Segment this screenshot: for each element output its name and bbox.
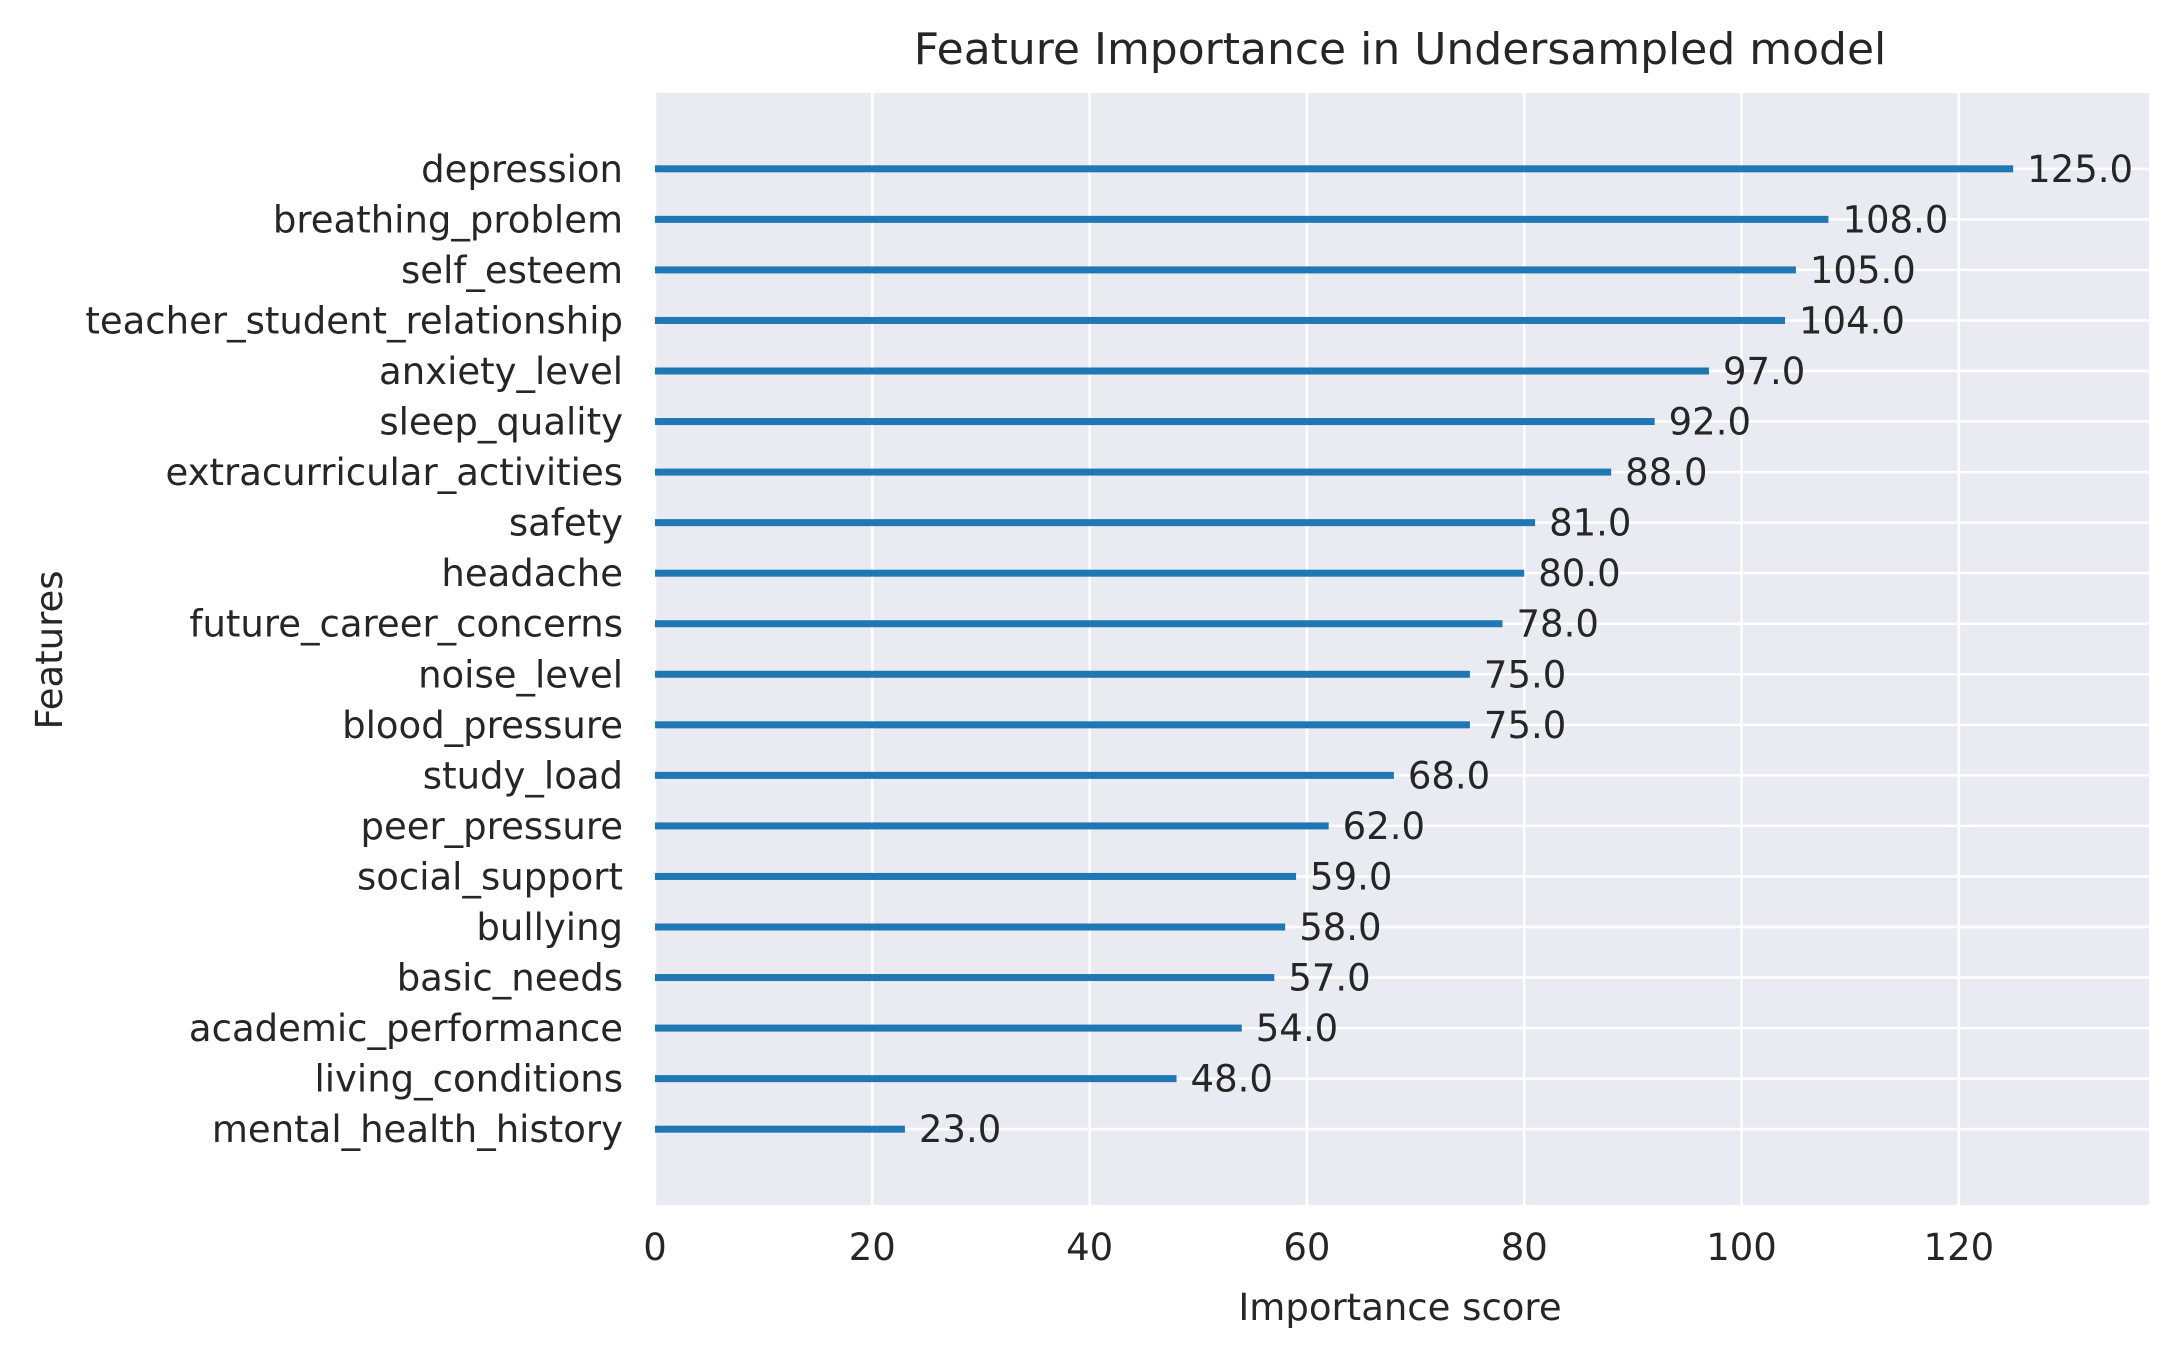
y-tick-label: mental_health_history (212, 1108, 623, 1151)
value-label: 23.0 (919, 1108, 1001, 1151)
y-tick-label: social_support (357, 855, 623, 898)
bar-teacher_student_relationship (655, 316, 1786, 324)
chart-title: Feature Importance in Undersampled model (914, 24, 1887, 75)
bar-basic_needs (655, 974, 1275, 982)
value-label: 75.0 (1484, 704, 1566, 747)
x-tick-label: 120 (1924, 1226, 1995, 1269)
bar-living_conditions (655, 1075, 1177, 1083)
bar-anxiety_level (655, 367, 1709, 375)
y-tick-label: living_conditions (314, 1058, 623, 1101)
value-label: 75.0 (1484, 653, 1566, 696)
bar-academic_performance (655, 1024, 1242, 1032)
value-label: 62.0 (1343, 805, 1425, 848)
x-tick-label: 80 (1501, 1226, 1548, 1269)
bar-self_esteem (655, 266, 1796, 274)
value-label: 68.0 (1408, 754, 1490, 797)
y-tick-label: teacher_student_relationship (85, 299, 623, 342)
value-label: 58.0 (1299, 906, 1381, 949)
value-label: 48.0 (1191, 1058, 1273, 1101)
x-tick-label: 20 (849, 1226, 896, 1269)
value-label: 105.0 (1810, 249, 1916, 292)
bar-sleep_quality (655, 418, 1655, 426)
y-tick-label: future_career_concerns (189, 603, 623, 646)
y-tick-label: breathing_problem (273, 198, 623, 241)
value-label: 125.0 (2027, 148, 2133, 191)
value-labels: 125.0 108.0 105.0 104.0 97.0 92.0 88.0 81.0 80.0… (919, 148, 2133, 1151)
value-label: 59.0 (1310, 855, 1392, 898)
bar-depression (655, 165, 2014, 173)
plot-area (655, 93, 2149, 1205)
value-label: 88.0 (1625, 451, 1707, 494)
y-tick-label: peer_pressure (360, 805, 623, 848)
bar-social_support (655, 872, 1297, 880)
bar-bullying (655, 923, 1286, 931)
y-tick-label: headache (441, 552, 623, 595)
value-label: 80.0 (1538, 552, 1620, 595)
y-tick-labels: depression breathing_problem self_esteemte… (85, 148, 623, 1151)
value-label: 57.0 (1288, 957, 1370, 1000)
value-label: 92.0 (1669, 401, 1751, 444)
x-tick-label: 0 (643, 1226, 667, 1269)
bar-extracurricular_activities (655, 468, 1612, 476)
x-tick-label: 100 (1706, 1226, 1777, 1269)
bar-blood_pressure (655, 721, 1470, 729)
value-label: 54.0 (1256, 1007, 1338, 1050)
bar-safety (655, 519, 1536, 527)
y-tick-label: blood_pressure (342, 704, 623, 747)
bar-peer_pressure (655, 822, 1329, 830)
y-tick-label: basic_needs (397, 957, 623, 1000)
y-tick-label: study_load (423, 754, 623, 797)
y-tick-label: safety (509, 502, 623, 545)
bar-study_load (655, 771, 1394, 779)
y-tick-label: academic_performance (189, 1007, 623, 1050)
y-tick-label: self_esteem (401, 249, 623, 292)
bar-headache (655, 569, 1525, 577)
y-tick-label: depression (421, 148, 623, 191)
y-tick-label: anxiety_level (379, 350, 623, 393)
x-tick-label: 40 (1066, 1226, 1113, 1269)
y-tick-label: sleep_quality (379, 401, 623, 444)
value-label: 78.0 (1517, 603, 1599, 646)
bar-future_career_concerns (655, 620, 1503, 628)
value-label: 108.0 (1842, 198, 1948, 241)
x-tick-label: 60 (1283, 1226, 1330, 1269)
bar-breathing_problem (655, 215, 1829, 223)
y-tick-label: extracurricular_activities (165, 451, 623, 494)
value-label: 81.0 (1549, 502, 1631, 545)
y-tick-label: bullying (476, 906, 623, 949)
x-axis-label: Importance score (1238, 1286, 1561, 1329)
bar-noise_level (655, 670, 1470, 678)
value-label: 97.0 (1723, 350, 1805, 393)
bars (655, 165, 2014, 1133)
value-label: 104.0 (1799, 299, 1905, 342)
y-axis-label: Features (28, 570, 71, 729)
y-tick-label: noise_level (418, 653, 623, 696)
bar-mental_health_history (655, 1125, 905, 1133)
x-tick-labels: 0 20 40 60 80 100 120 (643, 1226, 1994, 1269)
